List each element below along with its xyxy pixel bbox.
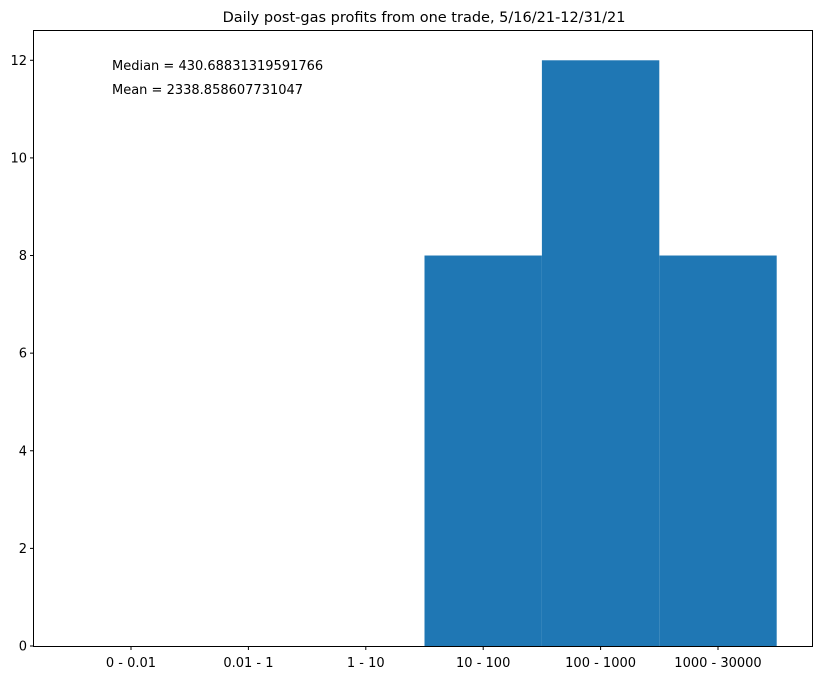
x-tick-label: 1 - 10: [347, 656, 385, 671]
y-tick-label: 4: [19, 444, 27, 459]
x-tick-label: 0.01 - 1: [223, 656, 273, 671]
y-tick-label: 10: [10, 151, 27, 166]
mean-annotation: Mean = 2338.858607731047: [112, 83, 303, 98]
y-tick-label: 6: [19, 347, 27, 362]
y-tick-label: 0: [19, 640, 27, 655]
y-tick-label: 2: [19, 542, 27, 557]
bars-group: [424, 60, 777, 647]
bar-4: [541, 60, 660, 647]
chart-title: Daily post-gas profits from one trade, 5…: [223, 10, 626, 26]
bar-5: [659, 255, 777, 646]
x-tick-label: 10 - 100: [456, 656, 510, 671]
x-tick-label: 0 - 0.01: [106, 656, 156, 671]
x-tick-label: 100 - 1000: [565, 656, 636, 671]
median-annotation: Median = 430.68831319591766: [112, 59, 323, 74]
plot-frame: [33, 30, 813, 647]
y-axis: 0 2 4 6 8 10 12: [10, 54, 34, 655]
y-tick-label: 8: [19, 249, 27, 264]
y-tick-label: 12: [10, 54, 27, 69]
x-tick-label: 1000 - 30000: [674, 656, 761, 671]
bar-3: [424, 255, 542, 646]
x-axis: 0 - 0.01 0.01 - 1 1 - 10 10 - 100 100 - 1000…: [106, 646, 762, 671]
